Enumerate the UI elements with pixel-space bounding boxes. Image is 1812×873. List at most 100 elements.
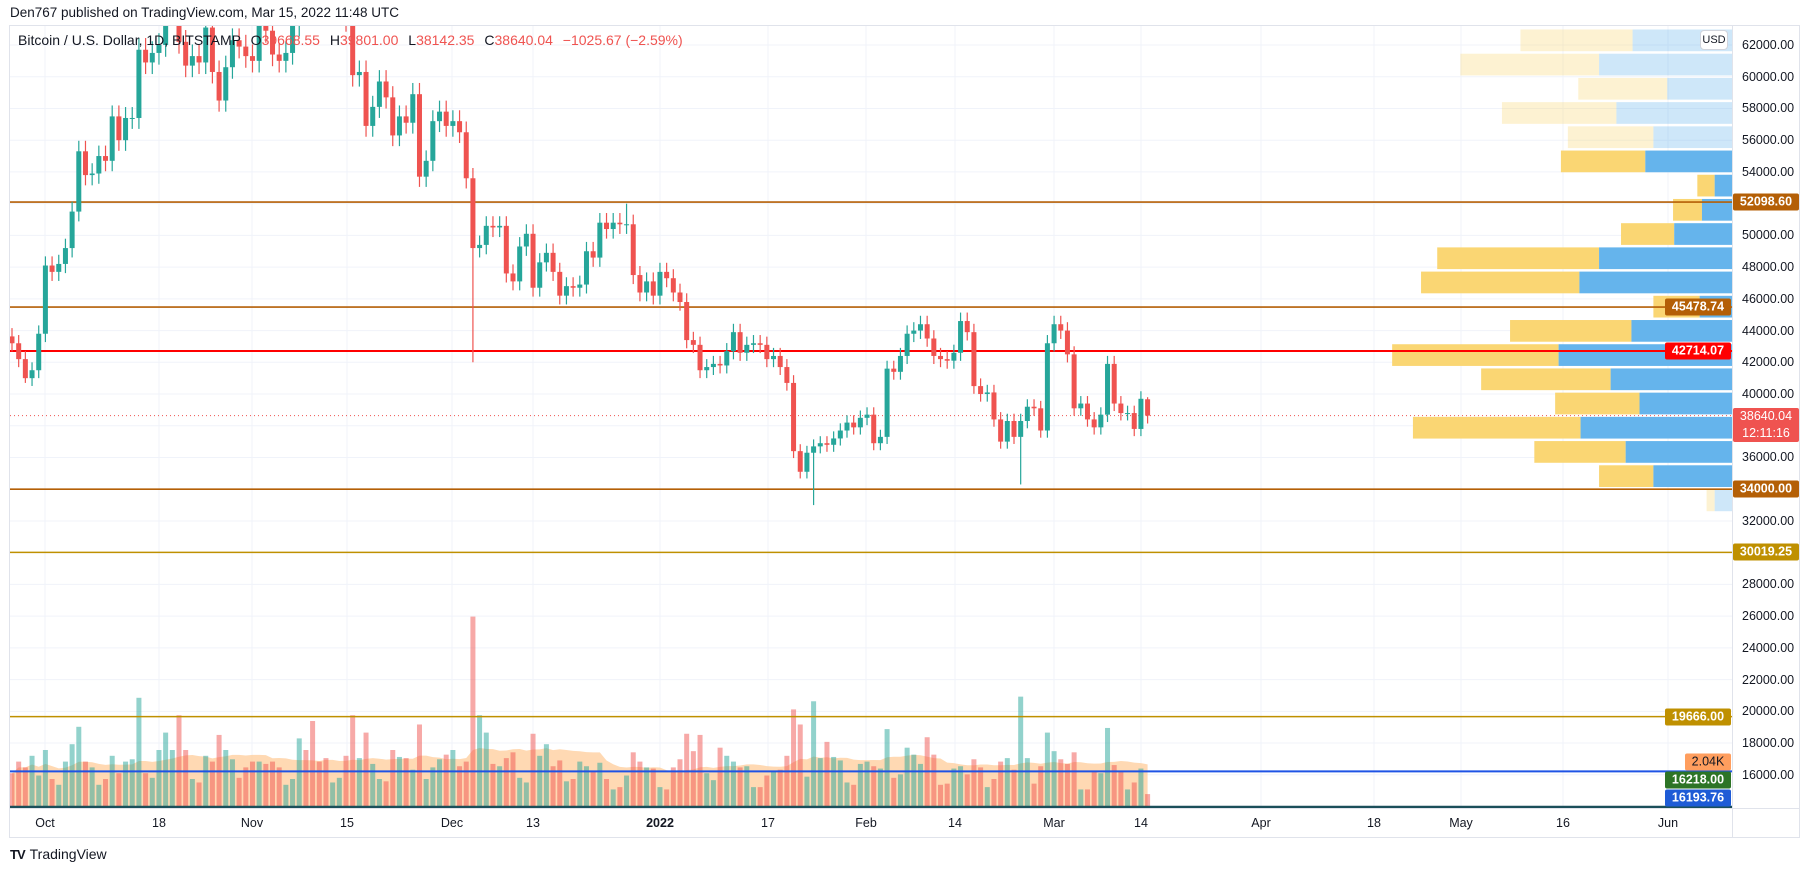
candle-body [857, 417, 863, 428]
candle-body [510, 273, 516, 282]
candle-body [517, 246, 523, 282]
volume-bar [149, 777, 155, 808]
volume-bar [570, 779, 576, 808]
volume-bar [1031, 783, 1037, 808]
price-tick: 36000.00 [1742, 450, 1795, 465]
volume-bar [650, 768, 656, 808]
candle-body [1138, 398, 1144, 429]
candle-body [36, 333, 42, 371]
candle-body [804, 452, 810, 472]
volume-bar [550, 766, 556, 808]
candle-body [998, 419, 1004, 442]
candle-body [844, 422, 850, 431]
candle-body [49, 265, 55, 272]
price-tick: 26000.00 [1742, 609, 1795, 624]
volume-profile-down-bar [1599, 247, 1732, 270]
candle-body [383, 81, 389, 98]
x-tick: 16 [1556, 816, 1570, 830]
volume-bar [263, 763, 269, 808]
candle-body [730, 332, 736, 352]
candle-body [1145, 399, 1151, 416]
x-tick: 15 [340, 816, 354, 830]
volume-bar [998, 761, 1004, 808]
volume-profile-down-bar [1714, 174, 1732, 197]
candle-body [109, 116, 115, 161]
volume-bar [363, 732, 369, 808]
candle-body [477, 244, 483, 249]
candle-body [10, 336, 15, 344]
volume-profile-up-bar [1501, 102, 1617, 124]
candle-body [290, 26, 296, 53]
volume-bar [924, 737, 930, 808]
x-tick: Jun [1657, 816, 1679, 830]
x-tick: Nov [240, 816, 264, 830]
symbol-title[interactable]: Bitcoin / U.S. Dollar, 1D, BITSTAMP [18, 32, 241, 48]
candle-body [1125, 413, 1131, 415]
volume-bar [791, 709, 797, 808]
volume-bar [223, 750, 229, 808]
volume-bar [904, 747, 910, 808]
volume-bar [1084, 789, 1090, 808]
tradingview-logo-text: TradingView [29, 846, 107, 862]
candle-body [764, 344, 770, 360]
candle-body [350, 26, 356, 76]
low-label: L [408, 32, 417, 48]
volume-bar [657, 787, 663, 808]
candle-body [149, 52, 155, 63]
candle-body [497, 225, 503, 228]
x-tick: Oct [35, 816, 55, 830]
volume-bar [163, 732, 169, 808]
volume-profile-up-bar [1520, 29, 1633, 52]
close-label: C [484, 32, 495, 48]
close-value: 38640.04 [494, 32, 553, 48]
candle-body [530, 233, 536, 288]
volume-bar [764, 775, 770, 808]
volume-bar [1004, 758, 1010, 808]
candle-body [597, 222, 603, 258]
candle-body [1031, 406, 1037, 409]
candle-body [657, 271, 663, 296]
volume-bar [817, 758, 823, 808]
candle-body [443, 111, 449, 126]
candle-body [1044, 343, 1050, 431]
candle-body [550, 252, 556, 272]
volume-profile-down-bar [1579, 271, 1732, 294]
volume-profile-down-bar [1645, 150, 1732, 173]
candle-body [1131, 413, 1137, 429]
candle-body [229, 40, 235, 68]
candle-body [757, 343, 763, 345]
candle-body [62, 248, 68, 264]
volume-bar [837, 760, 843, 808]
price-level-tag: 52098.60 [1733, 193, 1799, 211]
candle-body [851, 422, 857, 428]
volume-bar [62, 761, 68, 808]
currency-badge[interactable]: USD [1700, 30, 1728, 50]
volume-profile-up-bar [1567, 126, 1654, 149]
volume-bar [56, 784, 62, 808]
tradingview-logo[interactable]: TV TradingView [10, 846, 107, 862]
volume-bar [290, 779, 296, 808]
volume-bar [143, 773, 149, 808]
candle-body [376, 81, 382, 107]
volume-bar [283, 784, 289, 808]
candle-body [356, 71, 362, 76]
high-value: 39801.00 [339, 32, 399, 48]
volume-bar [958, 766, 964, 808]
candle-body [450, 121, 456, 126]
candle-body [116, 116, 122, 141]
volume-profile-down-bar [1616, 102, 1732, 124]
candle-body [577, 284, 583, 288]
volume-bar [971, 759, 977, 808]
volume-bar [503, 758, 509, 808]
candle-body [270, 30, 276, 55]
volume-bar [270, 761, 276, 808]
volume-bar [991, 779, 997, 808]
candle-body [737, 332, 743, 353]
candle-body [256, 26, 262, 61]
x-tick: 13 [526, 816, 540, 830]
candle-body [390, 97, 396, 136]
volume-bar [243, 767, 249, 808]
volume-bar [116, 773, 122, 808]
volume-bar [69, 744, 75, 808]
